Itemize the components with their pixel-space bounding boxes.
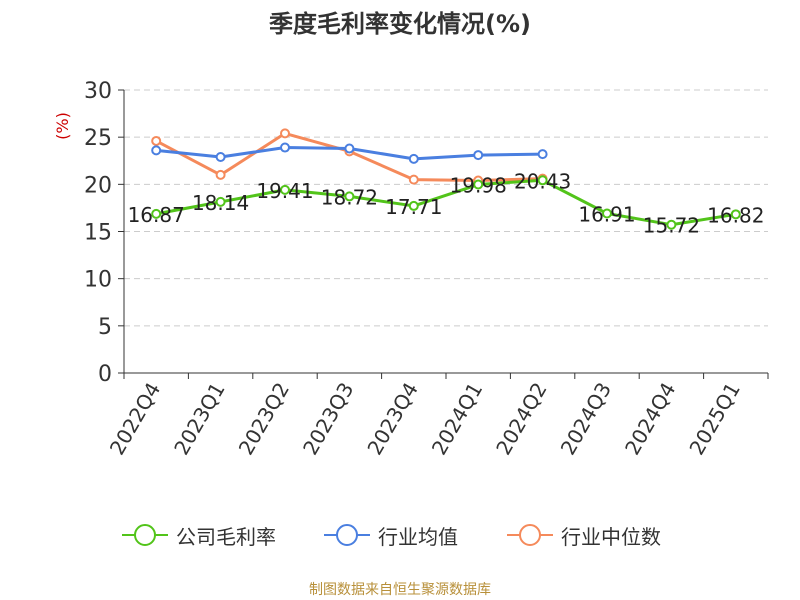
- series-company-point: [280, 184, 290, 195]
- x-tick-label: 2024Q2: [491, 378, 551, 459]
- series-company-point: [537, 175, 548, 186]
- y-tick-label: 5: [98, 315, 112, 340]
- legend-industry-avg-circle: [336, 524, 358, 546]
- series-industry-avg-point: [151, 145, 162, 156]
- series-industry-median-point: [280, 128, 290, 139]
- x-tick-label: 2023Q2: [234, 378, 294, 459]
- data-label: 16.82: [707, 203, 764, 227]
- series-company-point: [666, 219, 677, 230]
- y-tick-label: 25: [84, 126, 112, 151]
- data-label: 20.43: [514, 169, 571, 193]
- series-industry-avg-point: [280, 142, 290, 153]
- series-industry-median-point: [408, 174, 419, 185]
- data-label: 18.72: [321, 185, 378, 209]
- y-tick-label: 30: [84, 79, 112, 104]
- y-tick-label: 20: [84, 173, 112, 198]
- data-label: 19.41: [256, 179, 313, 203]
- x-tick-label: 2023Q1: [169, 378, 229, 459]
- series-industry-avg-point: [215, 151, 226, 162]
- source-note: 制图数据来自恒生聚源数据库: [309, 582, 491, 598]
- data-label: 15.72: [643, 214, 700, 238]
- data-label: 17.71: [385, 195, 442, 219]
- x-tick-label: 2024Q1: [427, 378, 487, 459]
- series-industry-median-point: [215, 169, 226, 180]
- legend-company[interactable]: 公司毛利率: [120, 520, 276, 550]
- y-tick-label: 0: [98, 362, 112, 387]
- series-industry-avg-point: [473, 150, 484, 161]
- data-labels: 16.87 18.14 19.41 18.72 17.71 19.98 20.43 16.91…: [128, 169, 765, 237]
- legend-industry-median[interactable]: 行业中位数: [505, 520, 661, 550]
- x-tick-label: 2024Q3: [556, 378, 616, 459]
- legend-industry-avg-label: 行业均值: [378, 524, 458, 549]
- legend-company-marker: [122, 524, 168, 546]
- series-company-point: [151, 208, 162, 219]
- x-tick-label: 2025Q1: [684, 378, 744, 459]
- series-lines: [151, 128, 741, 230]
- data-label: 16.87: [128, 203, 185, 227]
- legend-company-circle: [134, 524, 156, 546]
- legend-company-label: 公司毛利率: [176, 524, 276, 549]
- data-label: 18.14: [192, 191, 249, 215]
- series-company-point: [473, 179, 484, 190]
- legend-industry-median-label: 行业中位数: [561, 524, 661, 549]
- data-label: 19.98: [450, 174, 507, 198]
- series-company-point: [730, 209, 741, 220]
- legend-industry-avg[interactable]: 行业均值: [322, 520, 458, 550]
- series-industry-avg-point: [408, 153, 419, 164]
- series-company-point: [408, 200, 419, 211]
- x-tick-label: 2024Q4: [620, 378, 680, 459]
- y-tick-label: 10: [84, 268, 112, 293]
- series-company-point: [602, 208, 612, 219]
- series-industry-avg-point: [537, 149, 548, 160]
- y-tick-label: 15: [84, 221, 112, 246]
- x-tick-label: 2022Q4: [105, 378, 165, 459]
- x-tick-label: 2023Q3: [298, 378, 358, 459]
- legend-industry-median-circle: [519, 524, 541, 546]
- series-company-line: [155, 178, 737, 227]
- series-industry-avg-point: [344, 143, 355, 154]
- x-tick-label: 2023Q4: [362, 378, 422, 459]
- legend-industry-avg-marker: [324, 524, 370, 546]
- series-company-point: [215, 196, 226, 207]
- series-company-point: [344, 191, 355, 202]
- axes: 0 5 10 15 20 25 30 2022Q4 2023Q1 2023Q2 2023Q3 2023…: [84, 79, 769, 459]
- chart-title: 季度毛利率变化情况(%): [269, 10, 531, 38]
- data-label: 16.91: [578, 202, 635, 226]
- y-axis-unit: (%): [53, 112, 72, 140]
- legend-industry-median-marker: [507, 524, 553, 546]
- series-industry-median-point: [151, 135, 162, 146]
- grid-lines: [124, 89, 768, 327]
